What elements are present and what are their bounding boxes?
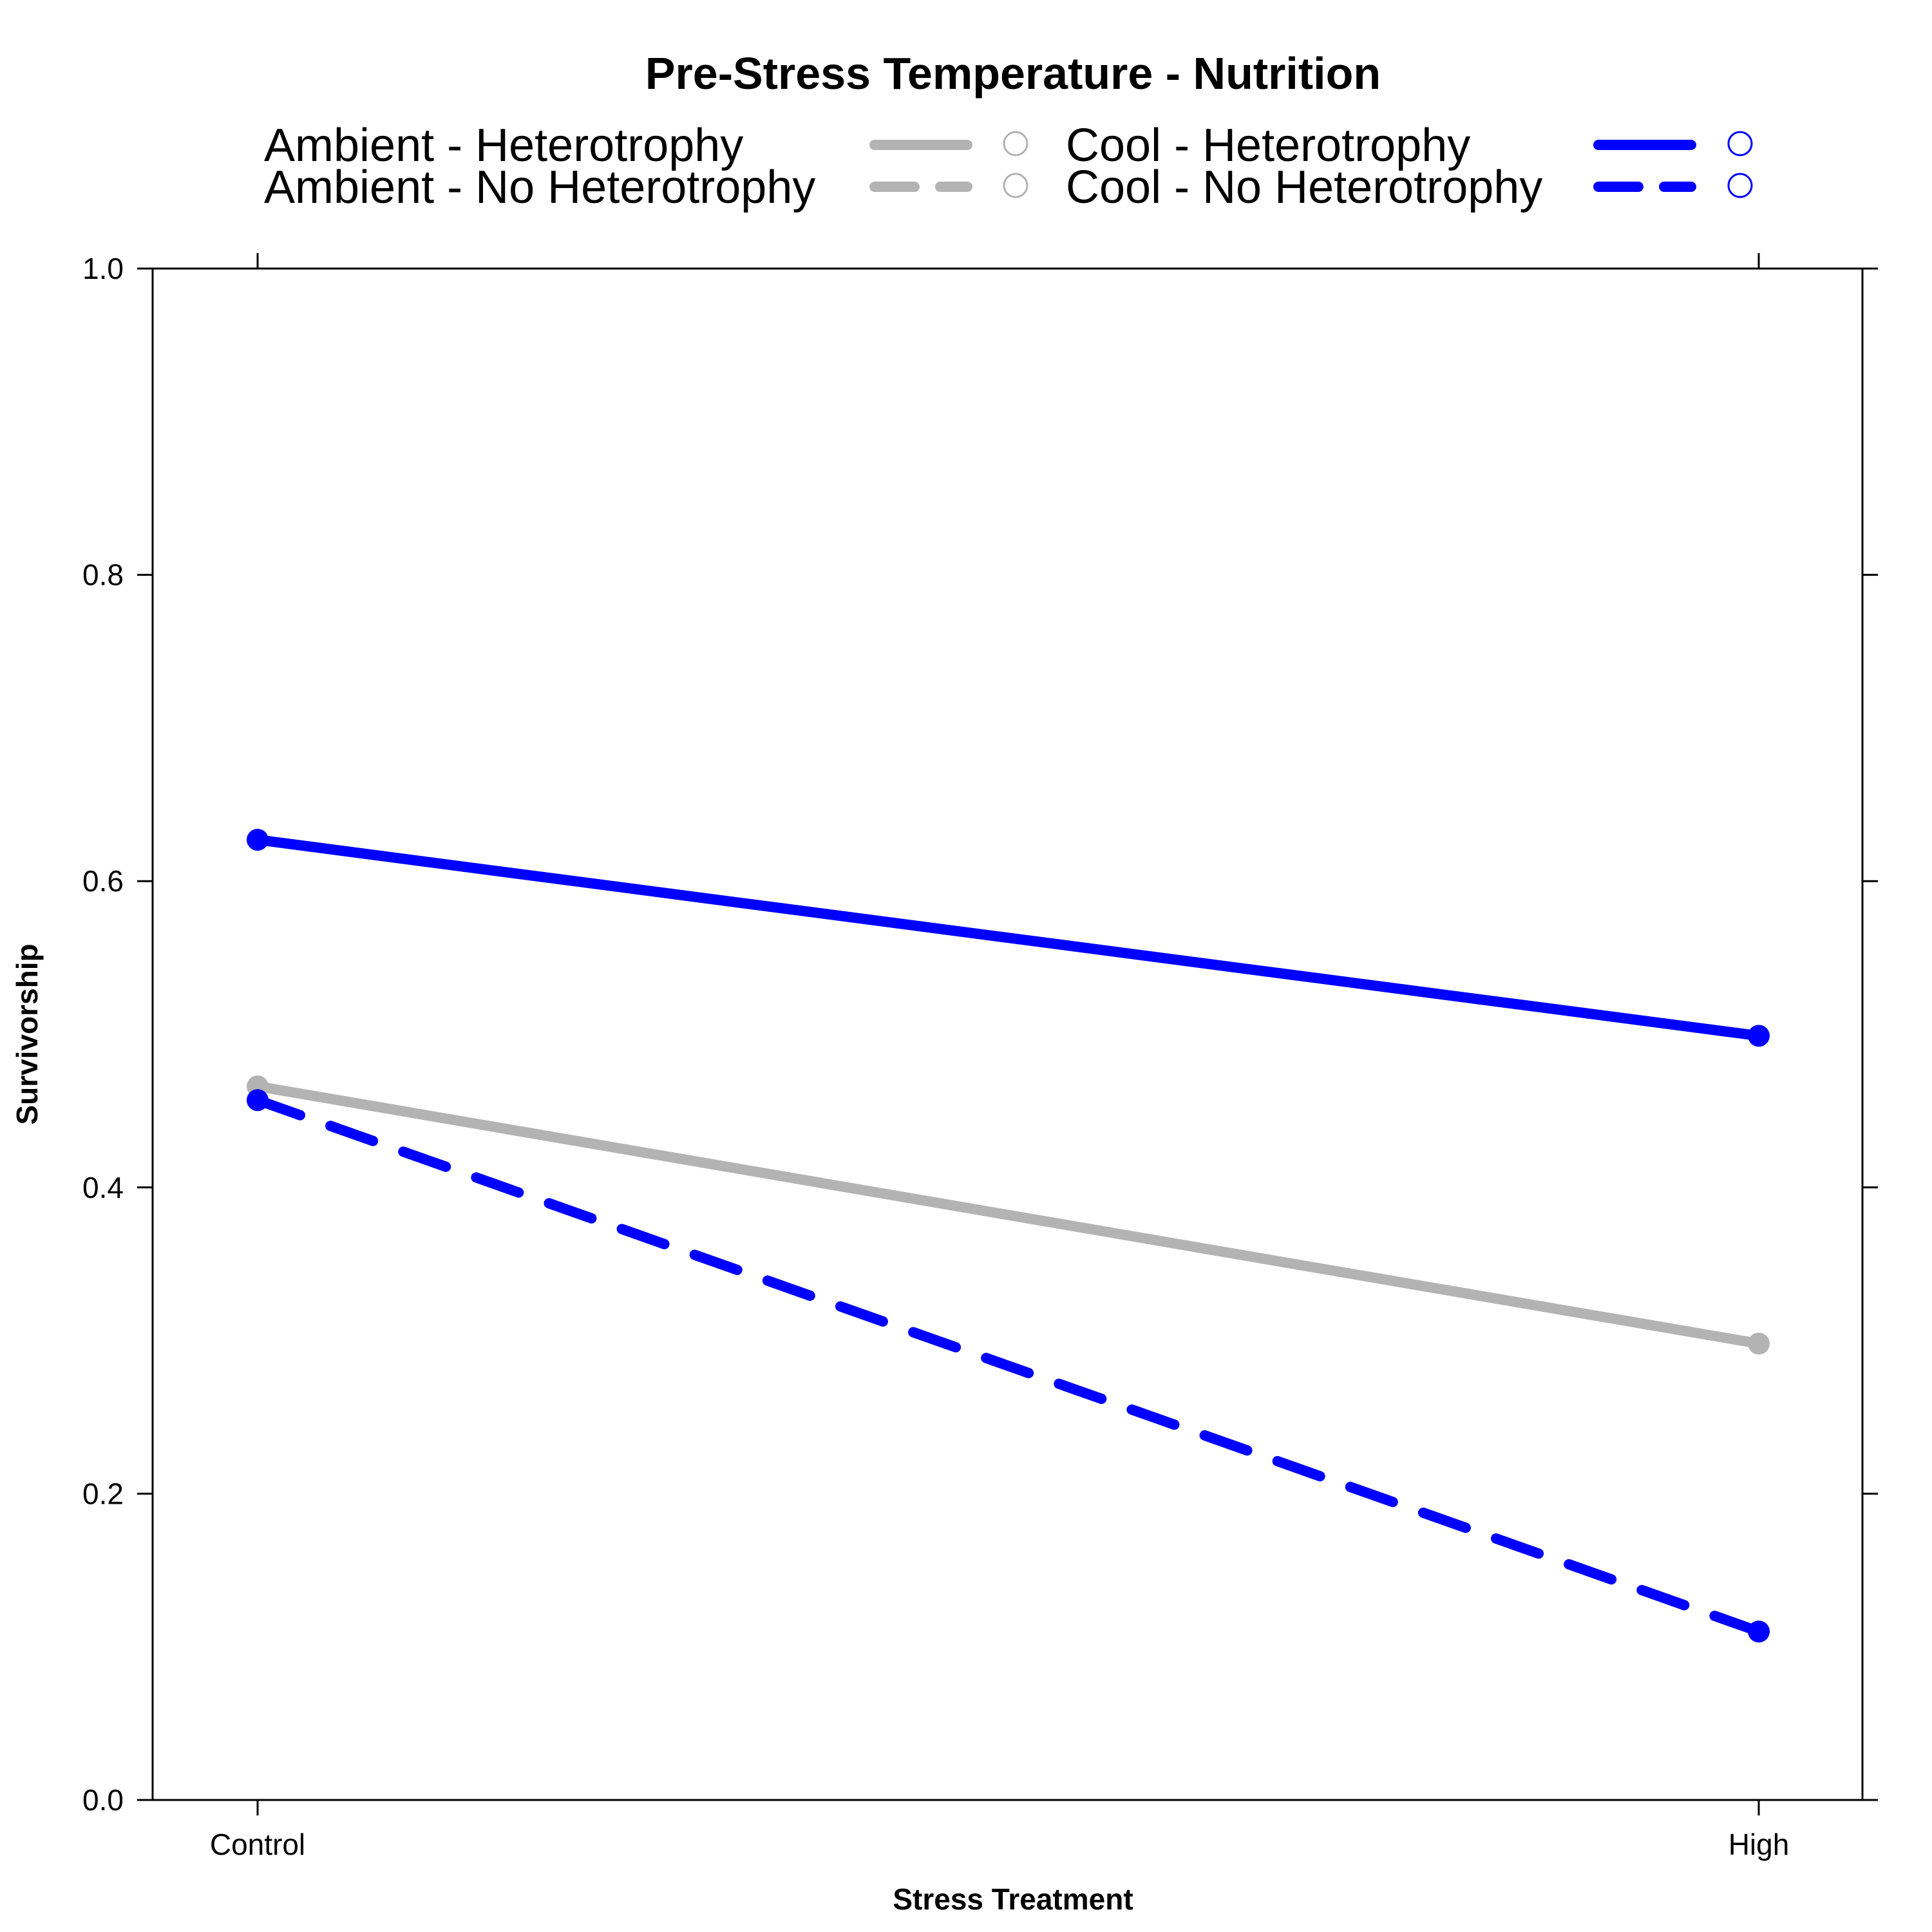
legend-key-marker-3 — [1727, 173, 1753, 198]
series-line-2 — [252, 834, 1764, 1041]
legend-label-cool-heterotrophy: Cool - Heterotrophy — [1066, 120, 1470, 171]
y-tick-label: 0.2 — [82, 1477, 124, 1510]
legend-key-marker-0 — [1003, 131, 1028, 156]
series-point-3-0 — [247, 1089, 269, 1112]
series-point-3-1 — [1748, 1620, 1770, 1643]
legend: Ambient - Heterotrophy Ambient - No Hete… — [264, 120, 1753, 213]
plot-frame — [151, 267, 1864, 1801]
series-line-0 — [252, 1081, 1764, 1349]
x-axis-title: Stress Treatment — [893, 1882, 1133, 1916]
x-tick-label: Control — [210, 1828, 305, 1861]
legend-label-ambient-no-heterotrophy: Ambient - No Heterotrophy — [264, 162, 815, 213]
series-point-2-1 — [1748, 1025, 1770, 1047]
y-axis-title: Survivorship — [10, 943, 44, 1124]
x-tick-label: High — [1728, 1828, 1790, 1861]
y-tick-label: 0.8 — [82, 558, 124, 592]
series-point-2-0 — [247, 828, 269, 851]
legend-label-ambient-heterotrophy: Ambient - Heterotrophy — [264, 120, 743, 171]
chart-title: Pre-Stress Temperature - Nutrition — [645, 48, 1381, 99]
y-tick-label: 0.6 — [82, 864, 124, 898]
legend-key-marker-1 — [1003, 173, 1028, 198]
legend-label-cool-no-heterotrophy: Cool - No Heterotrophy — [1066, 162, 1542, 213]
y-tick-label: 1.0 — [82, 252, 124, 285]
legend-key-marker-2 — [1727, 131, 1753, 156]
series-point-0-1 — [1748, 1332, 1770, 1355]
y-tick-label: 0.0 — [82, 1783, 124, 1817]
series-line-3 — [252, 1095, 1764, 1637]
y-tick-label: 0.4 — [82, 1171, 124, 1204]
plot-area — [137, 253, 1878, 1815]
